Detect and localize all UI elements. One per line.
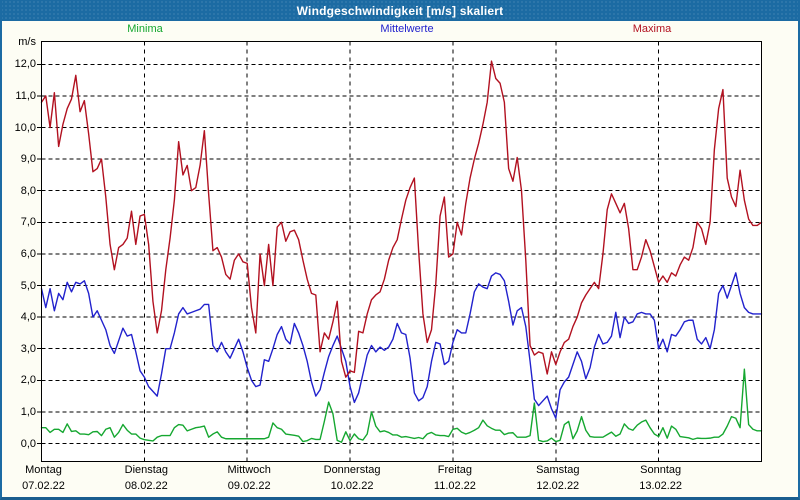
day-date-label: 11.02.22	[433, 480, 476, 492]
day-name-label: Mittwoch	[227, 464, 271, 476]
y-tick-label: 12,0	[14, 58, 36, 71]
day-name-label: Montag	[25, 464, 62, 476]
legend-item-maxima: Maxima	[633, 23, 672, 35]
day-date-label: 09.02.22	[227, 480, 271, 492]
y-tick-label: 0,0	[20, 437, 36, 450]
y-tick-label: 10,0	[14, 121, 36, 134]
y-tick-label: 6,0	[20, 247, 36, 260]
legend-item-mittelwerte: Mittelwerte	[380, 23, 433, 35]
day-name-label: Donnerstag	[323, 464, 381, 476]
day-name-label: Sonntag	[640, 464, 682, 476]
y-tick-label: 11,0	[15, 89, 36, 102]
day-date-label: 13.02.22	[639, 480, 683, 492]
day-name-label: Freitag	[437, 464, 473, 476]
y-tick-label: 8,0	[20, 184, 36, 197]
y-tick-label: 1,0	[20, 405, 36, 418]
legend-label-minima: Minima	[127, 23, 163, 35]
legend-label-maxima: Maxima	[632, 23, 672, 35]
y-tick-label: 5,0	[20, 279, 36, 292]
day-date-label: 10.02.22	[330, 480, 374, 492]
window-title: Windgeschwindigkeit [m/s] skaliert	[296, 3, 504, 18]
day-date-label: 08.02.22	[124, 480, 168, 492]
y-tick-label: 4,0	[20, 311, 36, 324]
y-tick-label: 7,0	[20, 216, 36, 229]
day-date-label: 12.02.22	[536, 480, 580, 492]
title-bar: Windgeschwindigkeit [m/s] skaliert	[2, 0, 798, 21]
legend-item-minima: Minima	[127, 23, 162, 35]
y-axis-unit-label: m/s	[18, 36, 36, 48]
legend-label-mittelwerte: Mittelwerte	[380, 23, 434, 35]
y-tick-label: 9,0	[20, 153, 36, 166]
day-date-label: 07.02.22	[22, 480, 65, 492]
y-tick-label: 2,0	[20, 374, 36, 387]
day-name-label: Dienstag	[124, 464, 169, 476]
day-name-label: Samstag	[536, 464, 580, 476]
y-tick-label: 3,0	[20, 342, 36, 355]
